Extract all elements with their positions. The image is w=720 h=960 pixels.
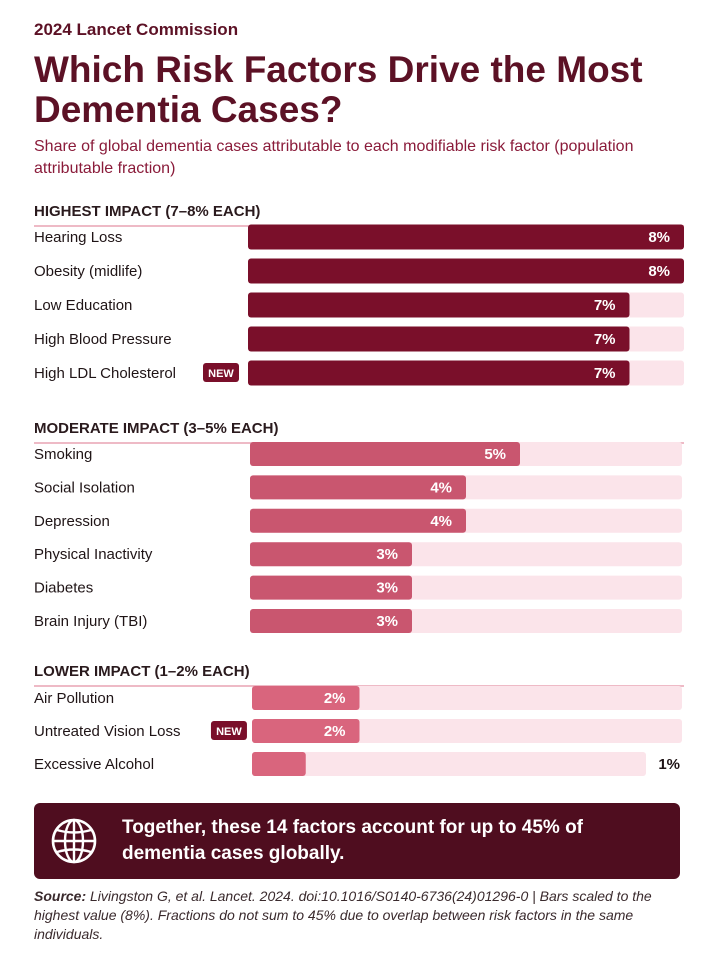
bar [250, 609, 412, 633]
bar [252, 686, 360, 710]
bar-label: Physical Inactivity [34, 546, 153, 563]
bar [250, 475, 466, 500]
bar-label: Low Education [34, 297, 132, 314]
bar [248, 258, 684, 284]
bar [250, 575, 412, 600]
bar-value-label: 7% [594, 365, 616, 382]
risk-factor-bar-chart: HIGHEST IMPACT (7–8% EACH) Hearing Loss 8%… [34, 203, 684, 776]
new-badge [203, 363, 239, 382]
bar-label: Excessive Alcohol [34, 756, 154, 773]
page-subtitle: Share of global dementia cases attributa… [34, 138, 634, 177]
bar-value-label: 3% [376, 546, 398, 563]
bar-value-label: 2% [324, 723, 346, 740]
bar-value-label: 3% [376, 613, 398, 630]
bar-label: Diabetes [34, 580, 93, 597]
summary-callout: Together, these 14 factors account for u… [34, 803, 680, 879]
bar-value-label: 8% [648, 229, 670, 246]
bar-value-label: 2% [324, 690, 346, 707]
bar [248, 292, 630, 318]
bar-label: High LDL Cholesterol [34, 365, 176, 382]
bar [248, 224, 684, 250]
bar [248, 360, 630, 386]
bar-label: Depression [34, 513, 110, 530]
group-header: LOWER IMPACT (1–2% EACH) [34, 663, 250, 680]
bar [250, 508, 466, 533]
bar [250, 542, 412, 567]
source-note: Source: Livingston G, et al. Lancet. 202… [34, 887, 684, 944]
new-badge-text: NEW [216, 726, 242, 738]
bar [252, 752, 306, 776]
group-header: MODERATE IMPACT (3–5% EACH) [34, 420, 278, 437]
page-title: Which Risk Factors Drive the Most Dement… [34, 49, 643, 130]
bar-value-label: 7% [594, 331, 616, 348]
callout-text: Together, these 14 factors account for u… [122, 817, 584, 864]
bar-value-label: 3% [376, 580, 398, 597]
bar-label: High Blood Pressure [34, 331, 172, 348]
bar-label: Brain Injury (TBI) [34, 613, 147, 630]
kicker: 2024 Lancet Commission [34, 20, 239, 39]
bar [252, 719, 360, 743]
bar-label: Obesity (midlife) [34, 263, 142, 280]
bar-value-label: 4% [430, 479, 452, 496]
bar-label: Untreated Vision Loss [34, 723, 180, 740]
source-label: Source: [34, 888, 87, 904]
new-badge-text: NEW [208, 368, 234, 380]
bar-label: Hearing Loss [34, 229, 122, 246]
bar-value-label: 7% [594, 297, 616, 314]
globe-icon [51, 818, 97, 864]
bar-value-label: 4% [430, 513, 452, 530]
bar-label: Smoking [34, 446, 92, 463]
bar-track [252, 752, 646, 776]
bar [250, 442, 520, 466]
bar-label: Social Isolation [34, 479, 135, 496]
new-badge [210, 721, 247, 740]
bar-value-label: 5% [484, 446, 506, 463]
bar-value-label: 1% [658, 756, 680, 773]
bar-value-label: 8% [648, 263, 670, 280]
source-text: Livingston G, et al. Lancet. 2024. doi:1… [34, 888, 652, 942]
bar [248, 326, 630, 352]
bar-label: Air Pollution [34, 690, 114, 707]
group-header: HIGHEST IMPACT (7–8% EACH) [34, 203, 260, 220]
